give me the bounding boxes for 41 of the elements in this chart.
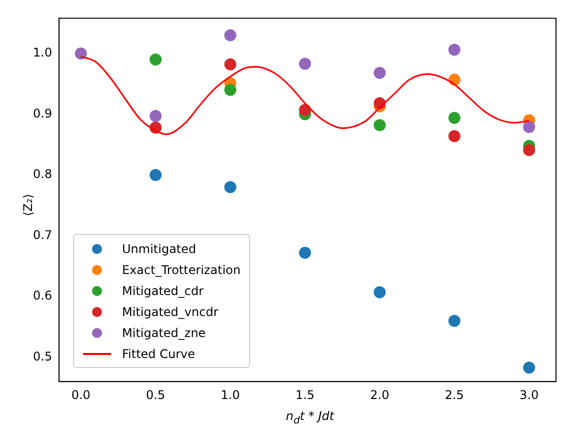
- point: [374, 66, 386, 79]
- point: [150, 168, 162, 181]
- point: [448, 112, 460, 124]
- legend-label: Unmitigated: [122, 242, 196, 256]
- legend-label: Exact_Trotterization: [122, 262, 241, 276]
- x-axis-title: n$_{d}$t * Jdt: [284, 408, 336, 426]
- point: [374, 119, 386, 132]
- y-tick-label: 0.8: [32, 167, 52, 182]
- legend-label: Mitigated_zne: [122, 326, 206, 340]
- x-tick-label: 2.0: [370, 388, 390, 402]
- point: [150, 54, 162, 66]
- point: [523, 120, 536, 133]
- point: [224, 84, 236, 96]
- y-tick-label: 1.0: [32, 46, 52, 60]
- point: [523, 144, 536, 156]
- x-tick-label: 2.5: [444, 388, 464, 402]
- point: [299, 246, 311, 259]
- legend-label: Mitigated_cdr: [122, 284, 204, 298]
- point: [523, 362, 536, 374]
- x-tick-label: 3.0: [520, 388, 539, 402]
- point: [224, 29, 236, 42]
- point: [74, 47, 87, 60]
- y-tick-label: 0.7: [32, 228, 52, 242]
- x-tick-label: 1.5: [295, 388, 315, 402]
- point: [448, 130, 460, 142]
- y-tick-label: 0.6: [32, 288, 52, 303]
- legend-label: Mitigated_vncdr: [122, 304, 218, 318]
- point: [150, 110, 162, 122]
- point: [448, 44, 460, 56]
- y-tick-label: 0.9: [32, 106, 52, 120]
- point: [374, 286, 386, 298]
- x-tick-label: 0.0: [71, 388, 90, 402]
- point: [299, 58, 311, 70]
- y-tick-label: 0.5: [32, 349, 52, 364]
- point: [224, 58, 236, 70]
- x-tick-label: 0.5: [146, 388, 166, 402]
- point: [224, 181, 236, 194]
- point: [448, 314, 460, 327]
- y-axis-title: ⟨Z₂⟩: [21, 192, 35, 218]
- legend-label: Fitted Curve: [122, 346, 195, 360]
- x-tick-label: 1.0: [220, 388, 240, 402]
